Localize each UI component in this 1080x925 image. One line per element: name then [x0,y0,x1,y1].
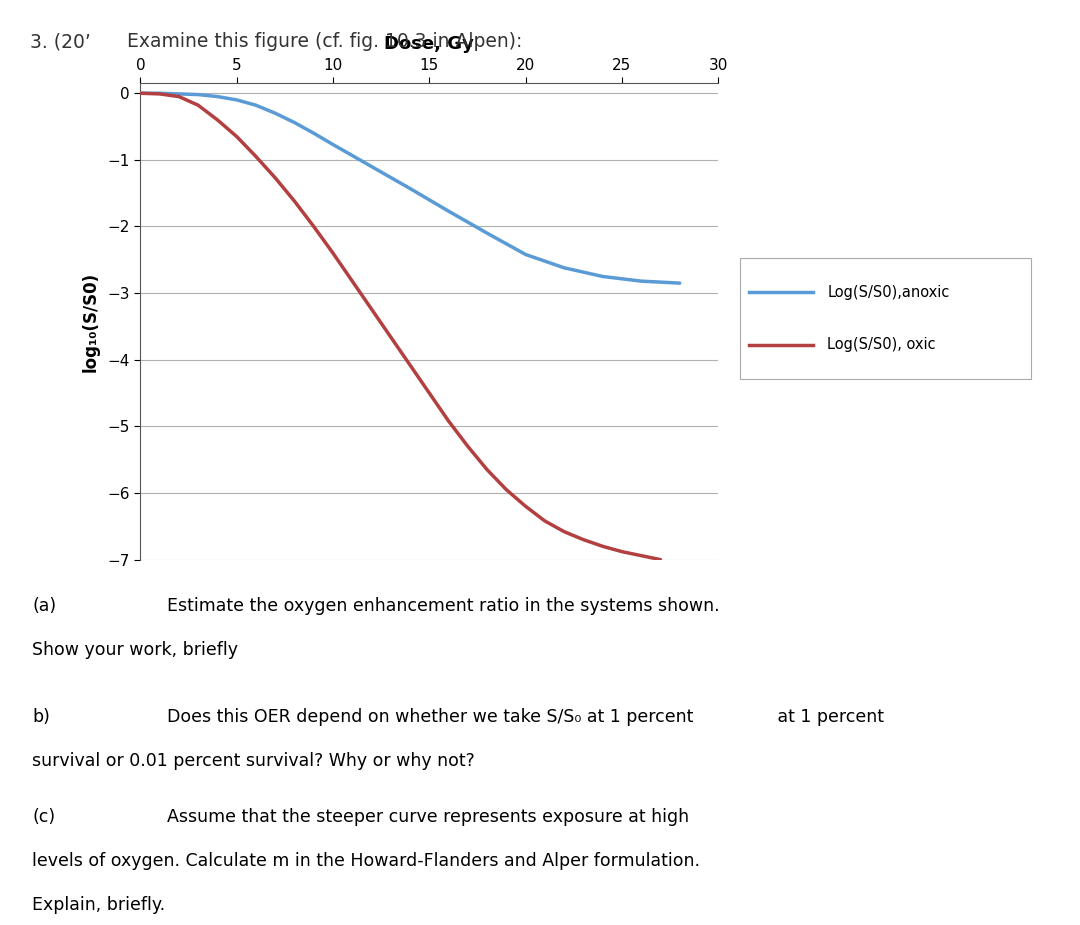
Text: 3. (20’: 3. (20’ [30,32,91,52]
Text: (a): (a) [32,597,56,614]
Text: (c): (c) [32,808,55,825]
Text: Explain, briefly.: Explain, briefly. [32,896,165,914]
Text: at 1 percent: at 1 percent [772,708,885,725]
Text: Log(S/S0), oxic: Log(S/S0), oxic [827,338,936,352]
X-axis label: Dose, Gy: Dose, Gy [384,35,474,54]
Y-axis label: log₁₀(S/S0): log₁₀(S/S0) [81,271,99,372]
Text: Assume that the steeper curve represents exposure at high: Assume that the steeper curve represents… [167,808,689,825]
Text: Does this OER depend on whether we take S/S₀ at 1 percent: Does this OER depend on whether we take … [167,708,693,725]
Text: levels of oxygen. Calculate m in the Howard-Flanders and Alper formulation.: levels of oxygen. Calculate m in the How… [32,852,701,870]
Text: Examine this figure (cf. fig. 10.3 in Alpen):: Examine this figure (cf. fig. 10.3 in Al… [127,32,523,52]
Text: Log(S/S0),anoxic: Log(S/S0),anoxic [827,285,949,300]
Text: Show your work, briefly: Show your work, briefly [32,641,239,659]
Text: b): b) [32,708,51,725]
Text: Estimate the oxygen enhancement ratio in the systems shown.: Estimate the oxygen enhancement ratio in… [167,597,720,614]
Text: survival or 0.01 percent survival? Why or why not?: survival or 0.01 percent survival? Why o… [32,752,475,770]
